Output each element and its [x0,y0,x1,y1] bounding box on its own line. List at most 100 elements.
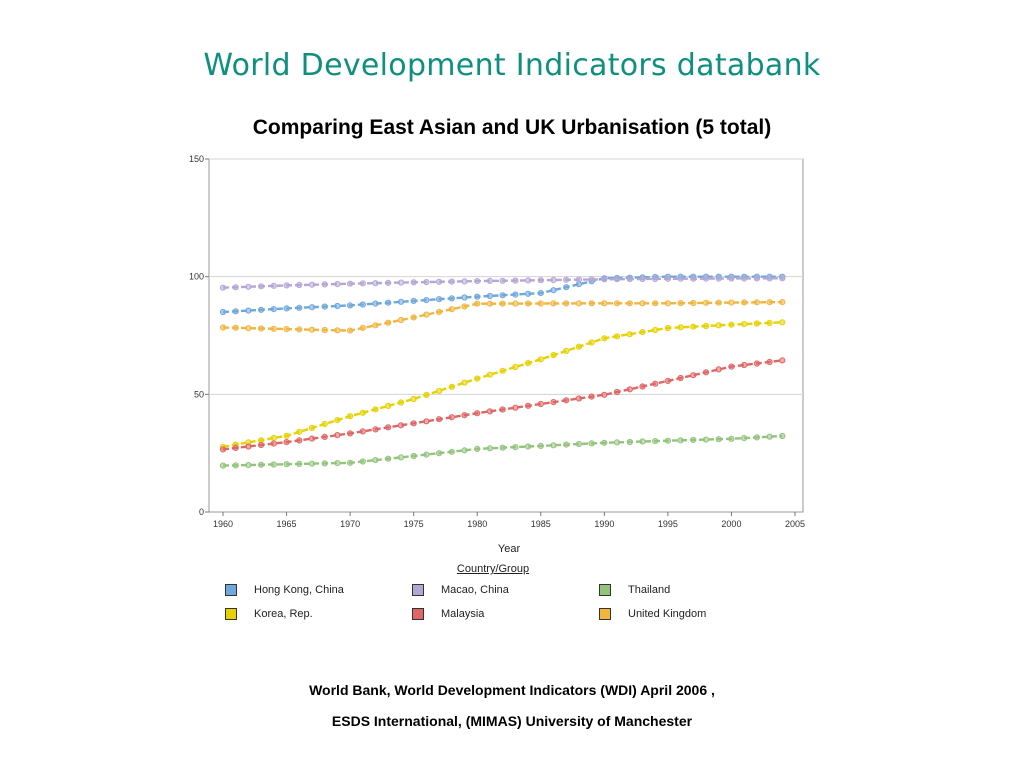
x-tick-label: 1960 [213,519,233,529]
data-point-united-kingdom [423,311,430,318]
y-tick-label: 100 [189,272,204,282]
data-point-united-kingdom [359,324,366,331]
data-point-thailand [753,434,761,441]
data-point-thailand [334,460,341,467]
data-point-malaysia [702,369,710,376]
data-point-hong-kong-china [461,294,468,301]
data-point-hong-kong-china [308,304,316,311]
data-point-united-kingdom [232,324,239,331]
data-point-korea-rep [283,432,290,439]
data-point-united-kingdom [372,322,379,329]
data-point-thailand [359,458,366,465]
data-point-united-kingdom [219,324,227,331]
data-point-korea-rep [270,434,277,442]
data-point-macao-china [359,280,366,287]
data-point-macao-china [652,275,659,282]
data-point-united-kingdom [550,300,557,307]
data-point-macao-china [613,276,621,283]
data-point-thailand [436,450,443,457]
data-point-korea-rep [499,367,506,374]
data-point-thailand [423,451,430,458]
data-point-macao-china [499,277,506,284]
data-point-malaysia [588,393,595,400]
data-point-macao-china [283,282,290,289]
data-point-united-kingdom [715,299,722,306]
data-point-korea-rep [626,331,633,338]
data-point-korea-rep [334,417,341,424]
data-point-macao-china [677,275,684,282]
series-line-united-kingdom [222,300,783,332]
data-point-united-kingdom [397,316,405,324]
data-point-united-kingdom [461,303,468,310]
data-point-thailand [258,461,265,468]
y-tick-label: 150 [189,154,204,164]
data-point-united-kingdom [347,327,354,334]
data-point-thailand [321,460,328,467]
data-point-malaysia [334,432,341,439]
data-point-macao-china [219,284,227,291]
data-point-macao-china [397,279,405,286]
data-point-malaysia [423,418,430,425]
data-point-hong-kong-china [410,297,417,304]
data-point-united-kingdom [741,299,748,306]
data-point-thailand [563,441,570,448]
data-point-macao-china [436,278,443,285]
data-point-malaysia [499,406,506,413]
data-point-malaysia [766,358,773,366]
data-point-hong-kong-china [499,292,506,299]
data-point-korea-rep [537,356,544,363]
data-point-united-kingdom [626,300,633,307]
data-point-hong-kong-china [486,292,493,300]
data-point-malaysia [474,410,481,417]
data-point-thailand [677,437,684,444]
data-point-hong-kong-china [347,302,354,309]
data-point-thailand [461,447,468,454]
data-point-korea-rep [575,343,583,350]
x-tick-label: 1980 [467,519,487,529]
data-point-macao-china [690,275,697,282]
data-point-malaysia [245,443,252,450]
data-point-thailand [766,433,773,440]
data-point-macao-china [537,277,544,284]
data-point-korea-rep [588,339,595,346]
data-point-united-kingdom [321,326,328,334]
data-point-malaysia [321,433,328,440]
data-point-korea-rep [601,335,608,342]
data-point-hong-kong-china [232,308,239,315]
data-point-united-kingdom [385,319,392,326]
data-point-hong-kong-china [296,304,303,311]
data-point-malaysia [537,400,544,408]
data-point-united-kingdom [766,299,773,306]
data-point-united-kingdom [601,300,608,307]
data-point-united-kingdom [448,306,455,313]
chart-title: Comparing East Asian and UK Urbanisation… [252,116,772,139]
data-point-hong-kong-china [525,290,532,297]
data-point-macao-china [512,277,519,284]
data-point-hong-kong-china [359,301,366,308]
data-point-macao-china [245,283,252,290]
data-point-macao-china [639,275,646,283]
data-point-united-kingdom [639,300,646,307]
series-line-macao-china [222,277,783,289]
data-point-thailand [410,452,417,460]
data-point-hong-kong-china [563,284,570,291]
data-point-macao-china [232,284,239,291]
data-point-united-kingdom [512,300,519,307]
data-point-united-kingdom [753,299,761,306]
data-point-macao-china [728,275,735,282]
data-point-malaysia [626,386,633,393]
data-point-macao-china [410,279,417,286]
data-point-korea-rep [372,406,379,413]
data-point-thailand [741,435,748,442]
data-point-macao-china [334,281,341,288]
data-point-korea-rep [347,413,354,420]
data-point-korea-rep [423,391,430,398]
data-point-korea-rep [308,424,316,431]
data-point-malaysia [575,395,583,402]
data-point-malaysia [525,402,532,409]
data-point-macao-china [575,276,583,283]
data-point-hong-kong-china [372,300,379,307]
x-tick-label: 1970 [340,519,360,529]
data-point-thailand [525,443,532,450]
